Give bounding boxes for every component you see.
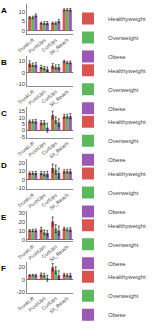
svg-text:Healthyweight: Healthyweight [108,68,146,74]
svg-text:0: 0 [22,277,26,283]
svg-text:Obese: Obese [108,261,126,267]
svg-text:F: F [1,264,6,273]
svg-text:20: 20 [19,219,26,225]
svg-text:15: 15 [19,108,26,114]
svg-text:Healthyweight: Healthyweight [108,119,146,125]
svg-text:Sit_Reach: Sit_Reach [48,88,70,108]
svg-text:0: 0 [22,70,26,76]
svg-text:0: 0 [22,236,26,242]
svg-text:C: C [1,109,7,118]
svg-text:CurlUps: CurlUps [40,140,58,157]
svg-text:CurlUps: CurlUps [40,88,58,105]
svg-text:PushUps: PushUps [27,295,47,313]
svg-text:PushUps: PushUps [27,140,47,158]
svg-text:Overweight: Overweight [108,242,139,248]
svg-text:-10: -10 [17,185,26,191]
svg-text:Obese: Obese [108,312,126,318]
svg-text:Overweight: Overweight [108,87,139,93]
svg-text:10: 10 [19,58,26,64]
svg-text:Overweight: Overweight [108,35,139,41]
svg-text:D: D [1,161,7,170]
svg-text:Obese: Obese [108,209,126,215]
svg-text:TrunkLift: TrunkLift [16,191,35,208]
svg-text:B: B [1,58,7,67]
svg-text:TrunkLift: TrunkLift [16,88,35,105]
svg-text:0: 0 [22,28,26,34]
svg-text:E: E [1,213,7,222]
svg-text:10: 10 [19,168,26,174]
svg-text:Obese: Obese [108,106,126,112]
svg-text:PushUps: PushUps [27,88,47,106]
svg-text:Sit_Reach: Sit_Reach [48,140,70,160]
svg-text:30: 30 [19,210,26,216]
svg-text:5: 5 [22,18,26,24]
svg-text:Sit_Reach: Sit_Reach [48,37,70,57]
svg-text:Sit_Reach: Sit_Reach [48,295,70,315]
svg-text:Healthyweight: Healthyweight [108,274,146,280]
svg-text:-10: -10 [17,81,26,87]
svg-text:Obese: Obese [108,157,126,163]
svg-text:Overweight: Overweight [108,293,139,299]
svg-text:Obese: Obese [108,54,126,60]
svg-text:TrunkLift: TrunkLift [16,295,35,312]
svg-text:CurlUps: CurlUps [40,243,58,260]
svg-text:PushUps: PushUps [27,36,47,54]
svg-text:10: 10 [19,228,26,234]
svg-text:10: 10 [19,9,26,15]
svg-text:Overweight: Overweight [108,190,139,196]
svg-text:0: 0 [22,127,26,133]
svg-text:TrunkLift: TrunkLift [16,140,35,157]
svg-text:Healthyweight: Healthyweight [108,171,146,177]
svg-text:Healthyweight: Healthyweight [108,16,146,22]
svg-text:TrunkLift: TrunkLift [16,36,35,53]
svg-text:10: 10 [19,115,26,121]
svg-text:Sit_Reach: Sit_Reach [48,243,70,263]
svg-text:20: 20 [19,160,26,166]
svg-text:Sit_Reach: Sit_Reach [48,192,70,212]
svg-text:PushUps: PushUps [27,243,47,261]
svg-text:A: A [1,6,7,15]
svg-text:0: 0 [22,177,26,183]
svg-text:TrunkLift: TrunkLift [16,243,35,260]
svg-text:CurlUps: CurlUps [40,295,58,312]
svg-text:CurlUps: CurlUps [40,191,58,208]
svg-text:Healthyweight: Healthyweight [108,223,146,229]
svg-text:-5: -5 [20,134,26,140]
svg-text:PushUps: PushUps [27,191,47,209]
svg-text:20: 20 [19,264,26,270]
svg-text:Overweight: Overweight [108,138,139,144]
svg-text:CurlUps: CurlUps [40,36,58,53]
svg-text:-20: -20 [17,289,26,295]
svg-text:5: 5 [22,121,26,127]
